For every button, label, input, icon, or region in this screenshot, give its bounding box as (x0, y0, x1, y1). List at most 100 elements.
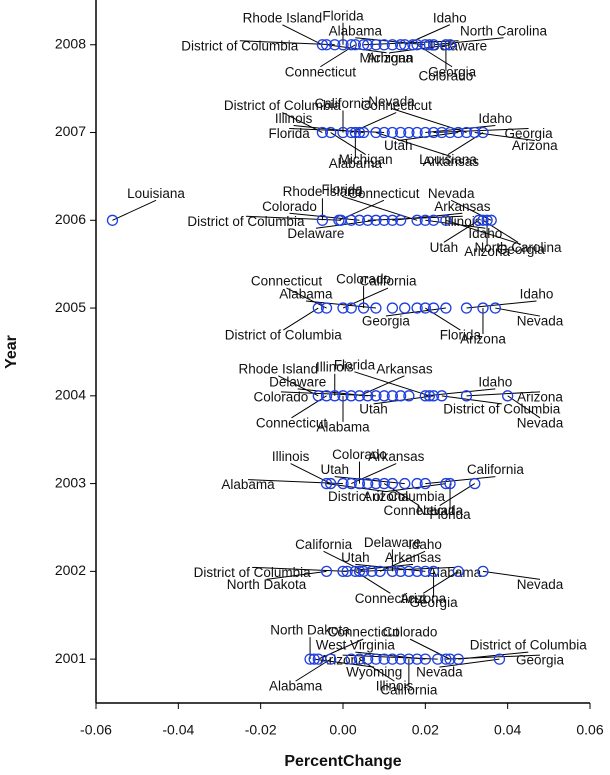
point-label: Utah (384, 138, 413, 153)
point-label: Alabama (428, 565, 482, 580)
leader-line (423, 570, 459, 594)
point-label: Illinois (275, 111, 313, 126)
point-label: Colorado (383, 625, 438, 640)
point-label: Nevada (517, 314, 564, 329)
point (394, 565, 407, 578)
point (411, 39, 423, 51)
leader-line (247, 479, 344, 485)
point-label: Connecticut (355, 591, 427, 606)
point (502, 390, 514, 402)
point-label: Wyoming (346, 665, 402, 680)
point (312, 390, 324, 402)
y-tick-label: 2002 (55, 562, 86, 578)
point (378, 39, 390, 51)
point-label: District of Columbia (181, 38, 299, 53)
point (419, 302, 431, 314)
point-label: Utah (320, 462, 349, 477)
point (353, 653, 366, 665)
point (485, 214, 497, 226)
x-tick-label: -0.02 (245, 722, 277, 738)
point (460, 126, 473, 139)
leader-line (266, 570, 327, 580)
point-label: Connecticut (328, 625, 400, 640)
point (349, 565, 362, 578)
point (324, 653, 337, 665)
leader-line (295, 658, 331, 682)
point (362, 477, 374, 490)
point (411, 214, 423, 226)
leader-line (351, 463, 397, 485)
point (349, 39, 362, 51)
leader-line (283, 307, 319, 331)
y-tick-label: 2001 (55, 650, 86, 666)
leader-line (404, 24, 450, 46)
point (419, 477, 431, 490)
point (353, 477, 366, 490)
point (403, 653, 415, 665)
point-label: North Dakota (270, 623, 350, 638)
leader-line (334, 476, 405, 485)
y-tick-label: 2003 (55, 474, 86, 490)
point-label: North Carolina (460, 23, 548, 38)
point (329, 390, 341, 402)
point (399, 302, 411, 314)
point (419, 390, 431, 402)
point-label: Rhode Island (239, 361, 319, 376)
point (386, 565, 399, 578)
leader-line (439, 658, 500, 668)
point-label: Idaho (478, 374, 512, 389)
point (419, 126, 431, 139)
point (444, 477, 456, 490)
point (370, 390, 382, 402)
point-label: Nevada (368, 94, 415, 109)
point-label: Delaware (364, 535, 421, 550)
point (320, 390, 333, 402)
point-label: Utah (359, 401, 388, 416)
point-label: Alabama (329, 23, 383, 38)
point (477, 214, 489, 226)
point (427, 214, 440, 226)
point (403, 390, 415, 402)
point (394, 126, 407, 139)
leader-line (507, 395, 541, 419)
leader-line (282, 24, 323, 46)
point (345, 214, 357, 226)
point-label: Rhode Island (283, 184, 363, 199)
leader-line (280, 391, 376, 397)
point (419, 653, 431, 665)
leader-line (482, 570, 541, 580)
point (357, 565, 370, 578)
leader-line (305, 300, 376, 309)
point-label: Alabama (221, 477, 275, 492)
point (378, 390, 390, 402)
point (353, 126, 366, 139)
point (386, 477, 399, 490)
point (411, 477, 423, 490)
point (320, 302, 333, 314)
leader-line (474, 132, 535, 142)
point (444, 126, 456, 139)
point-label: District of Columbia (328, 489, 446, 504)
point (357, 302, 370, 314)
point (403, 565, 415, 578)
leader-line (445, 654, 541, 660)
x-tick-label: -0.06 (80, 722, 112, 738)
point (399, 477, 411, 490)
point (460, 302, 473, 314)
y-tick-label: 2007 (55, 123, 86, 139)
point-label: Georgia (428, 64, 477, 79)
point (394, 390, 407, 402)
point (386, 39, 399, 51)
x-axis-label: PercentChange (284, 753, 401, 770)
leader-line (359, 375, 405, 397)
point (106, 214, 119, 226)
point-label: Colorado (254, 389, 309, 404)
point (304, 653, 316, 665)
point (386, 653, 399, 665)
point-label: Nevada (428, 186, 475, 201)
point-label: California (359, 274, 417, 289)
leader-line (326, 44, 387, 54)
point-label: Florida (269, 126, 311, 141)
point (353, 390, 366, 402)
